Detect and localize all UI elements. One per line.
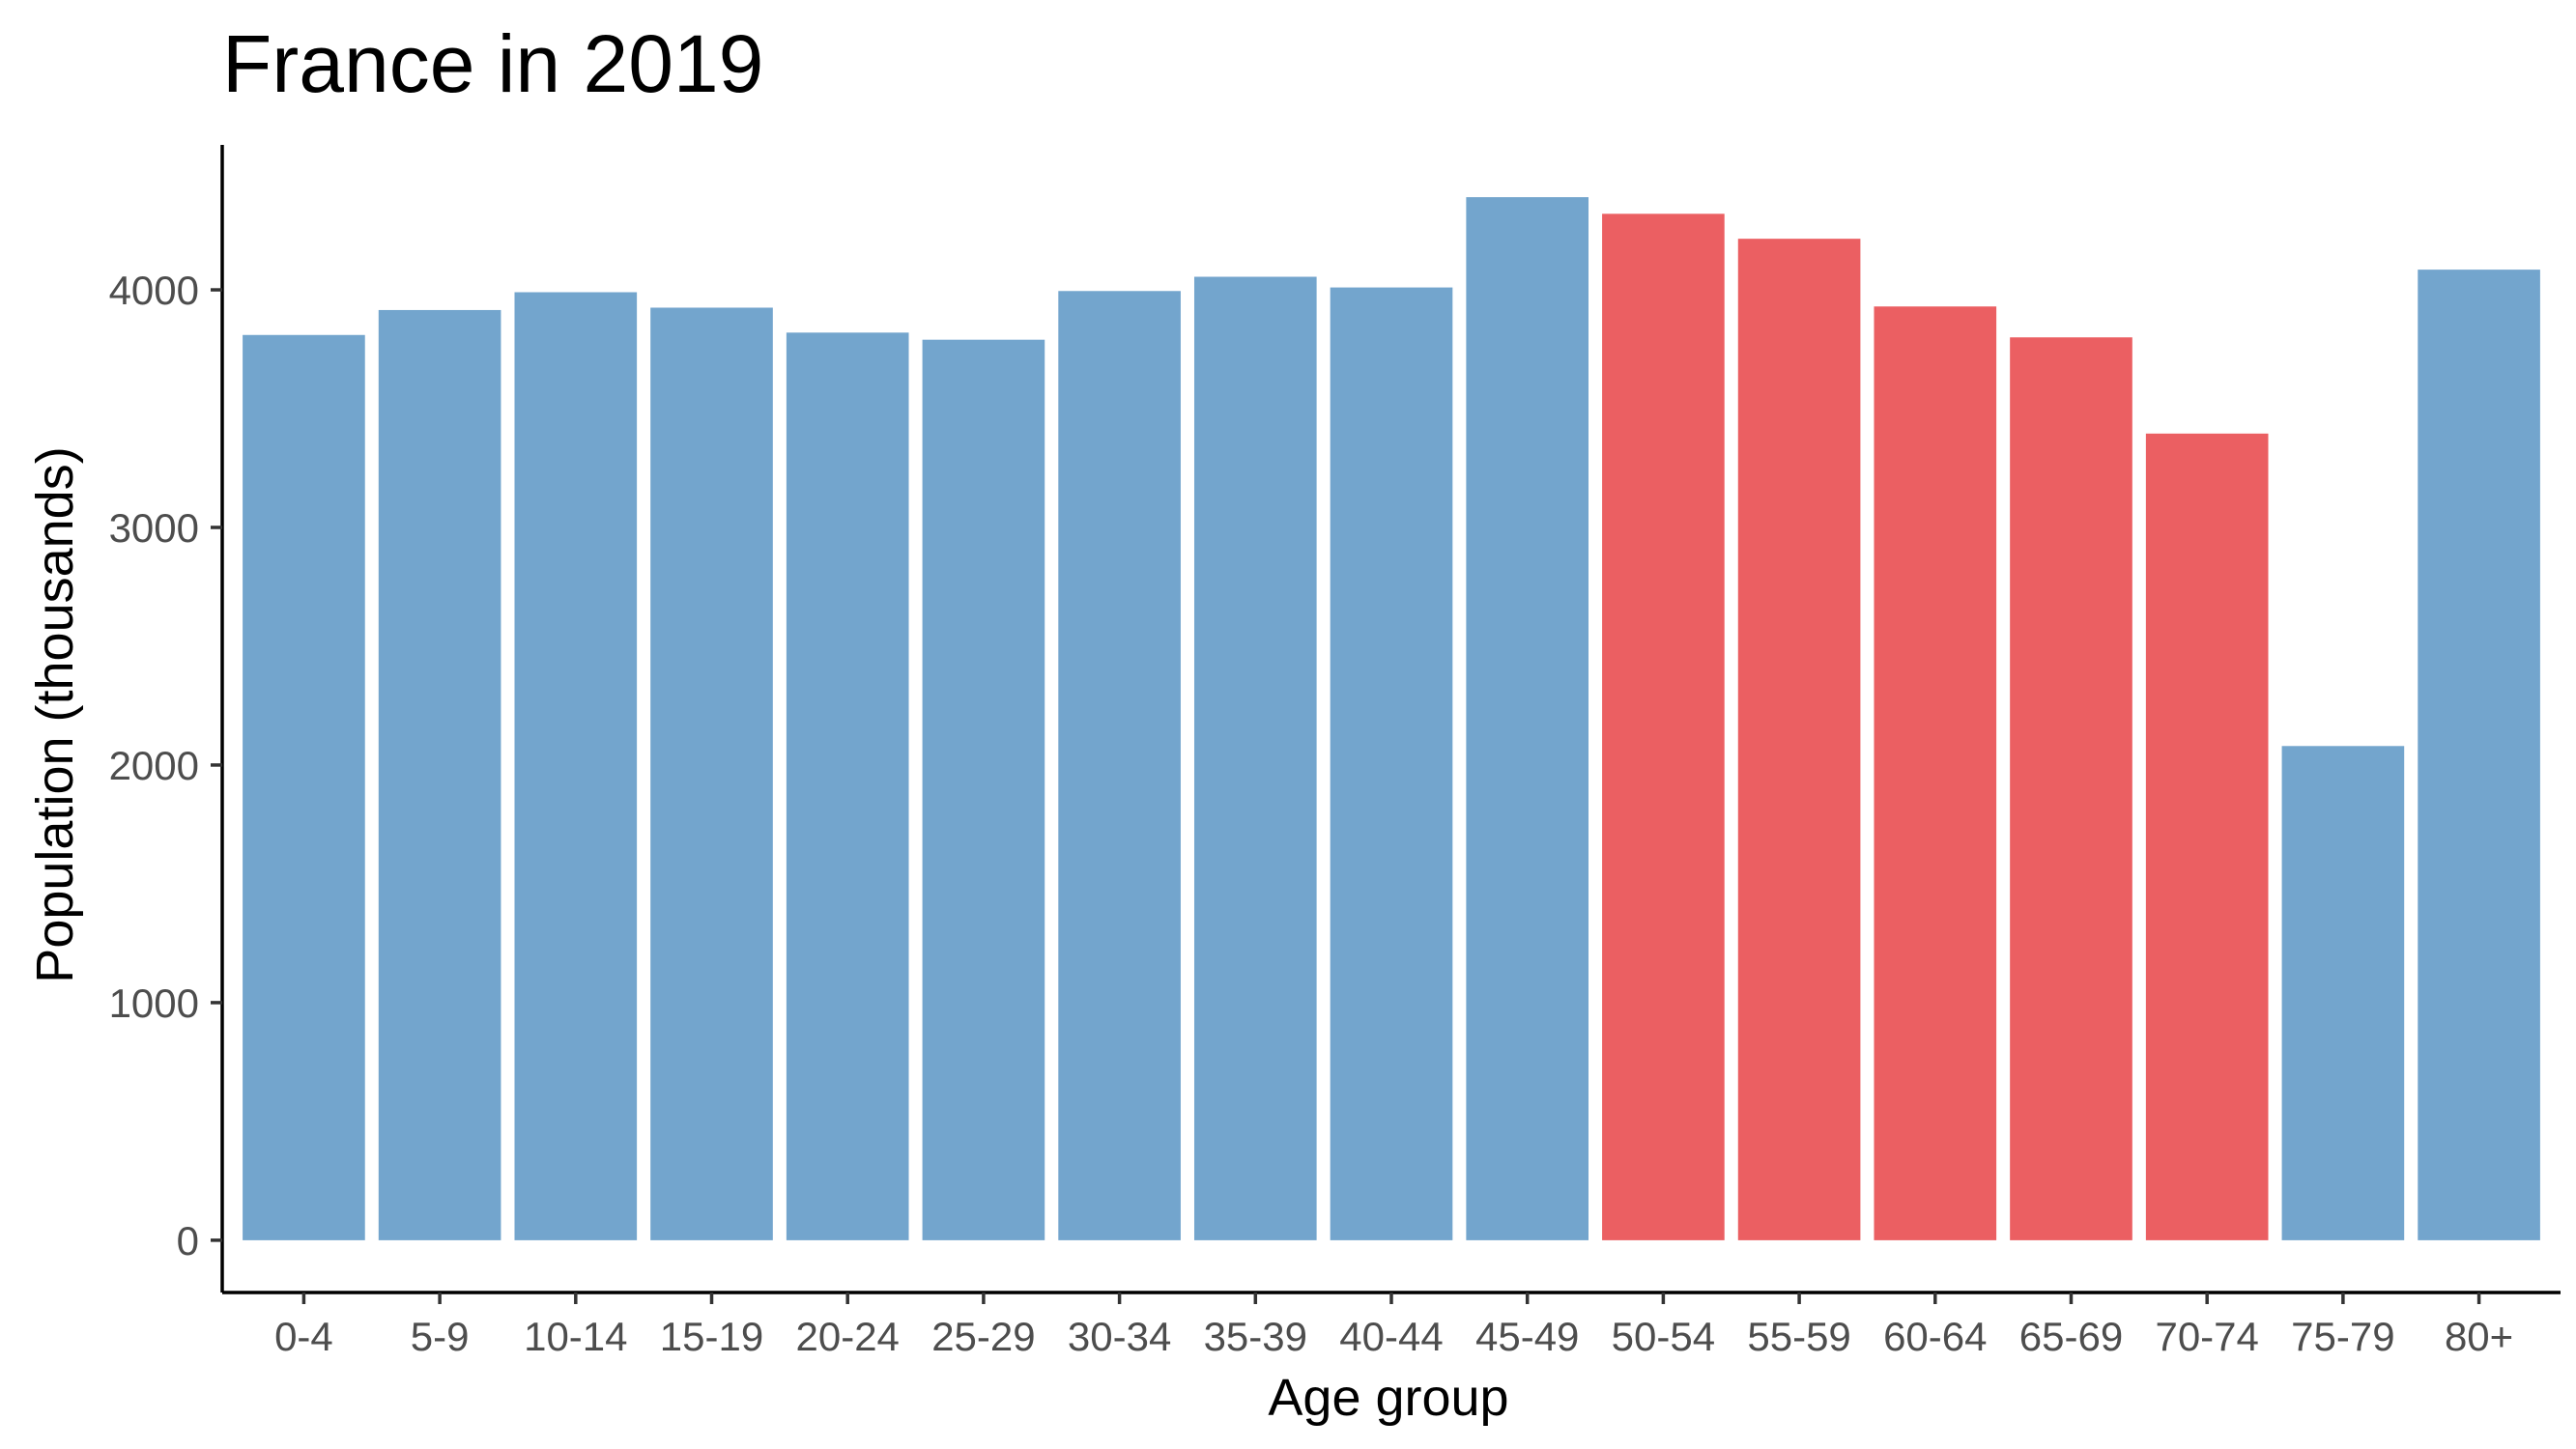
x-tick-label: 50-54 — [1612, 1314, 1715, 1359]
bar-0-4 — [243, 334, 365, 1240]
bar-50-54 — [1602, 213, 1725, 1240]
x-tick-label: 20-24 — [795, 1314, 899, 1359]
bar-20-24 — [786, 332, 909, 1240]
x-tick-label: 30-34 — [1068, 1314, 1171, 1359]
y-axis-ticks: 0 1000 2000 3000 4000 — [109, 268, 222, 1264]
bar-30-34 — [1058, 291, 1181, 1240]
x-tick-label: 5-9 — [411, 1314, 470, 1359]
x-tick-label: 35-39 — [1204, 1314, 1307, 1359]
x-tick-label: 40-44 — [1339, 1314, 1443, 1359]
y-tick-label: 2000 — [109, 743, 199, 788]
x-tick-label: 25-29 — [931, 1314, 1035, 1359]
x-tick-label: 55-59 — [1747, 1314, 1850, 1359]
x-tick-label: 75-79 — [2291, 1314, 2394, 1359]
x-tick-label: 60-64 — [1883, 1314, 1987, 1359]
bar-65-69 — [2010, 337, 2132, 1240]
bar-60-64 — [1874, 306, 1997, 1240]
bar-80+ — [2418, 270, 2540, 1240]
bar-45-49 — [1466, 197, 1589, 1240]
y-tick-label: 3000 — [109, 505, 199, 551]
x-tick-label: 10-14 — [524, 1314, 627, 1359]
bar-40-44 — [1330, 287, 1453, 1240]
bar-10-14 — [514, 292, 638, 1240]
x-tick-label: 45-49 — [1475, 1314, 1579, 1359]
chart-title: France in 2019 — [222, 18, 763, 109]
bar-5-9 — [378, 309, 501, 1240]
y-tick-label: 1000 — [109, 980, 199, 1026]
x-tick-label: 80+ — [2445, 1314, 2513, 1359]
bar-70-74 — [2145, 433, 2269, 1240]
x-tick-label: 0-4 — [274, 1314, 333, 1359]
x-tick-label: 70-74 — [2155, 1314, 2258, 1359]
bar-75-79 — [2281, 746, 2405, 1240]
bar-25-29 — [922, 339, 1045, 1240]
bar-55-59 — [1737, 239, 1861, 1240]
bars — [243, 197, 2540, 1240]
x-tick-label: 65-69 — [2019, 1314, 2123, 1359]
x-tick-label: 15-19 — [660, 1314, 763, 1359]
y-tick-label: 4000 — [109, 268, 199, 313]
bar-15-19 — [650, 307, 773, 1240]
bar-35-39 — [1193, 276, 1317, 1240]
y-tick-label: 0 — [177, 1218, 199, 1264]
x-axis-ticks: 0-4 5-9 10-14 15-19 20-24 25-29 30-34 35-39 40-4… — [274, 1293, 2513, 1359]
y-axis-title: Population (thousands) — [26, 446, 84, 982]
x-axis-title: Age group — [1268, 1369, 1508, 1427]
